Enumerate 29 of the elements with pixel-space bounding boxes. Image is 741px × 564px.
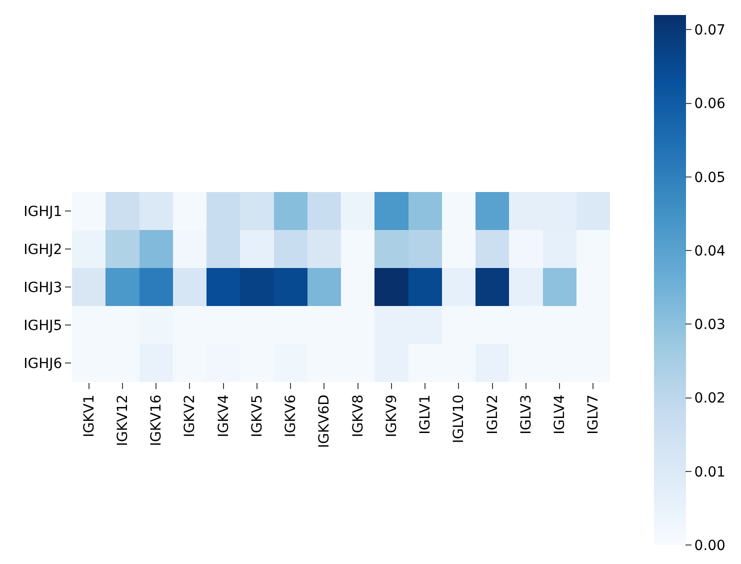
x-tick-label: IGLV2 [484, 394, 501, 434]
y-tick-label: IGHJ2 [24, 242, 62, 258]
x-tick-label: IGLV1 [418, 394, 434, 434]
x-tick-label: IGKV8 [350, 394, 366, 438]
x-tick-label: IGKV6D [316, 394, 333, 448]
y-tick-label: IGHJ1 [24, 204, 62, 220]
x-tick-label: IGKV12 [114, 394, 131, 446]
color-bar-label: 0.00 [694, 538, 726, 554]
x-tick-label: IGKV9 [384, 394, 400, 438]
x-tick-label: IGKV2 [182, 394, 198, 438]
color-bar-label: 0.05 [694, 170, 726, 186]
x-tick-label: IGLV10 [451, 394, 468, 444]
x-tick-label: IGLV7 [586, 394, 602, 434]
color-bar-label: 0.01 [694, 464, 726, 480]
color-bar-label: 0.07 [694, 22, 726, 39]
color-bar-label: 0.03 [694, 317, 726, 334]
x-tick-label: IGKV16 [148, 394, 165, 446]
y-tick-label: IGHJ3 [24, 280, 62, 296]
x-tick-label: IGLV3 [518, 394, 534, 434]
y-tick-label: IGHJ6 [24, 356, 62, 372]
color-bar-label: 0.04 [694, 243, 726, 260]
x-tick-label: IGKV6 [283, 394, 300, 438]
x-tick-label: IGLV4 [552, 394, 568, 434]
x-tick-label: IGKV4 [216, 394, 232, 438]
y-tick-label: IGHJ5 [24, 318, 62, 334]
color-bar-label: 0.06 [694, 96, 726, 112]
x-tick-label: IGKV1 [81, 394, 98, 438]
x-tick-label: IGKV5 [249, 394, 266, 438]
color-bar-label: 0.02 [694, 390, 726, 407]
